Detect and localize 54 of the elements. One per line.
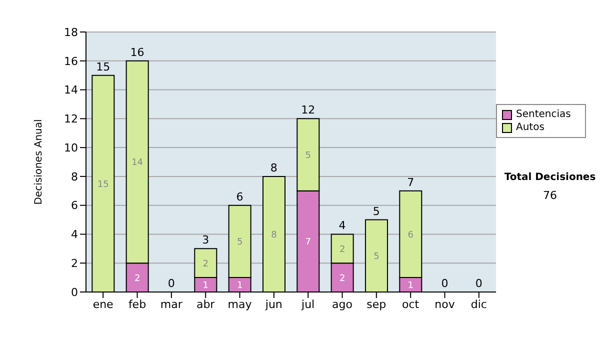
x-tick-label: sep xyxy=(366,298,386,311)
total-label: 15 xyxy=(96,60,110,74)
total-label: 5 xyxy=(372,204,380,218)
data-label: 5 xyxy=(236,238,243,248)
x-tick-label: ago xyxy=(332,298,353,311)
x-tick-label: abr xyxy=(196,298,216,311)
total-label: 6 xyxy=(236,190,244,204)
x-tick-label: nov xyxy=(434,298,456,311)
y-tick-label: 14 xyxy=(64,84,78,97)
data-label: 8 xyxy=(271,230,278,240)
x-tick-label: mar xyxy=(160,298,183,311)
data-label: 14 xyxy=(132,158,144,168)
legend-label: Autos xyxy=(516,121,544,134)
data-label: 5 xyxy=(374,252,380,262)
data-label: 1 xyxy=(236,280,243,291)
total-label: 0 xyxy=(441,277,448,290)
x-tick-label: dic xyxy=(470,298,487,311)
x-tick-label: oct xyxy=(402,298,420,311)
total-label: 0 xyxy=(168,277,175,290)
legend-label: Sentencias xyxy=(516,108,571,121)
data-label: 6 xyxy=(408,230,414,240)
data-label: 7 xyxy=(305,238,312,248)
data-label: 15 xyxy=(97,180,109,190)
y-tick-label: 6 xyxy=(71,199,78,212)
data-label: 2 xyxy=(134,274,140,284)
y-tick-label: 18 xyxy=(64,26,78,39)
data-label: 2 xyxy=(339,244,346,255)
text: Total Decisiones xyxy=(503,172,597,183)
total-label: 16 xyxy=(130,46,144,59)
x-tick-label: may xyxy=(228,298,252,311)
data-label: 1 xyxy=(408,280,414,291)
y-tick-label: 4 xyxy=(71,228,78,242)
total-label: 3 xyxy=(202,234,210,247)
y-tick-label: 10 xyxy=(64,141,78,154)
total-label: 0 xyxy=(475,277,482,290)
data-label: 2 xyxy=(339,274,346,284)
y-tick-label: 16 xyxy=(64,54,78,68)
data-label: 5 xyxy=(305,150,312,161)
total-label: 8 xyxy=(270,161,278,174)
y-axis-title: Decisiones Anual xyxy=(34,119,45,205)
data-label: 1 xyxy=(202,280,209,291)
total-label: 12 xyxy=(301,104,316,117)
y-tick-label: 0 xyxy=(71,286,78,299)
total-label: 7 xyxy=(407,176,414,189)
data-label: 2 xyxy=(202,259,209,270)
y-tick-label: 8 xyxy=(71,170,78,184)
total-label: 4 xyxy=(338,219,346,232)
x-tick-label: jul xyxy=(300,298,315,311)
x-tick-label: feb xyxy=(128,298,146,311)
x-tick-label: jun xyxy=(264,298,282,311)
x-tick-label: ene xyxy=(92,298,114,311)
y-tick-label: 2 xyxy=(71,257,78,270)
text: 76 xyxy=(542,189,558,202)
y-tick-label: 12 xyxy=(64,112,78,126)
